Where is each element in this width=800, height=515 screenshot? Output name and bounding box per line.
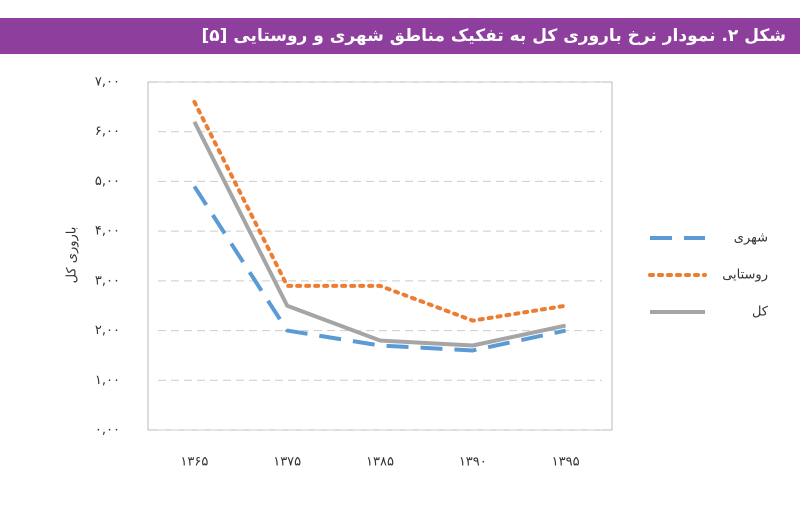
series-line xyxy=(192,99,568,323)
plot-frame xyxy=(147,81,613,431)
y-tick-label: ۴,۰۰ xyxy=(95,224,120,239)
y-tick-label: ۳,۰۰ xyxy=(95,273,120,288)
title-bar: شکل ۲. نمودار نرخ باروری کل به تفکیک منا… xyxy=(0,18,800,54)
chart-title: شکل ۲. نمودار نرخ باروری کل به تفکیک منا… xyxy=(201,26,787,46)
series-line xyxy=(192,185,567,353)
y-tick-label: ۷,۰۰ xyxy=(95,75,120,90)
series-line xyxy=(192,120,567,348)
legend-label: روستایی xyxy=(722,268,768,283)
x-tick-label: ۱۳۶۵ xyxy=(180,455,208,470)
y-tick-label: ۲,۰۰ xyxy=(95,323,120,338)
x-tick-label: ۱۳۹۵ xyxy=(552,455,580,470)
x-tick-label: ۱۳۸۵ xyxy=(366,455,394,470)
y-tick-label: ۰,۰۰ xyxy=(95,423,120,438)
legend-label: کل xyxy=(752,305,769,320)
y-tick-label: ۵,۰۰ xyxy=(95,174,120,189)
x-tick-label: ۱۳۹۰ xyxy=(459,455,487,470)
y-tick-label: ۶,۰۰ xyxy=(95,124,120,139)
y-tick-label: ۱,۰۰ xyxy=(95,373,120,388)
x-tick-label: ۱۳۷۵ xyxy=(273,455,301,470)
legend-label: شهری xyxy=(734,231,768,246)
y-axis-label: باروری کل xyxy=(65,227,80,284)
